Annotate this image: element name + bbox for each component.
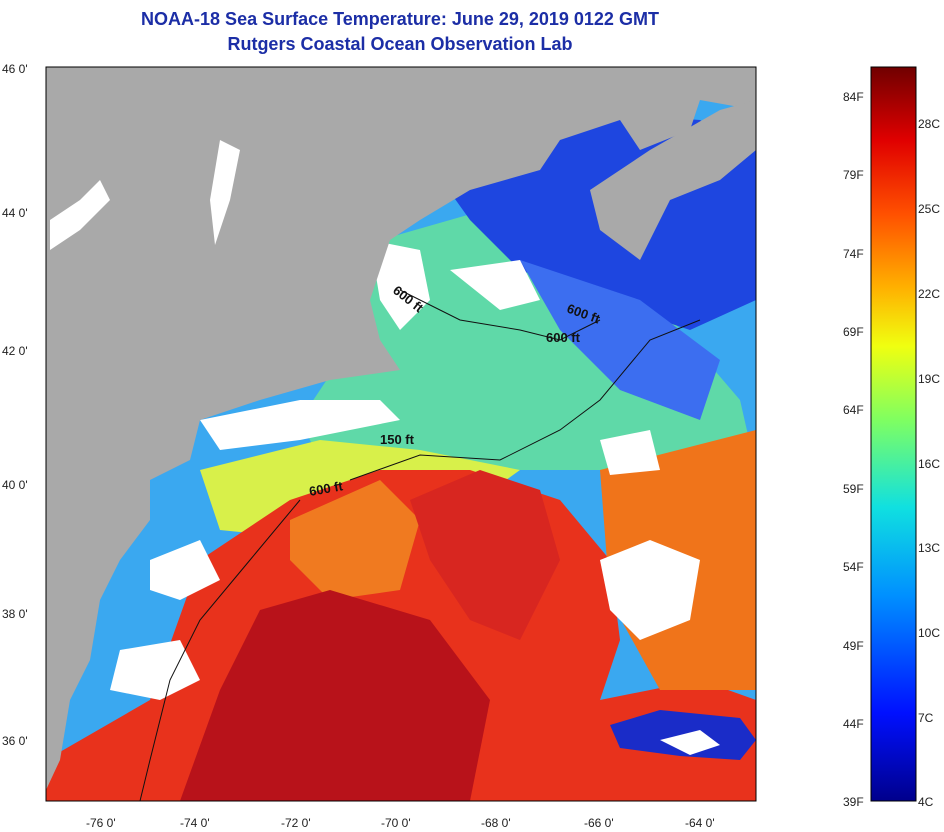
lon-tick-label: -66 0' xyxy=(584,816,614,830)
cloud-patch xyxy=(150,540,220,600)
lat-tick-label: 44 0' xyxy=(2,206,28,220)
land-nova-scotia xyxy=(590,100,756,260)
fahrenheit-label: 74F xyxy=(843,247,864,261)
hot-water-core xyxy=(180,590,490,801)
fahrenheit-label: 79F xyxy=(843,168,864,182)
lat-tick-label: 46 0' xyxy=(2,62,28,76)
cloud-patch xyxy=(600,430,660,475)
lon-tick-label: -64 0' xyxy=(685,816,715,830)
cloud-over-land xyxy=(210,140,240,245)
isobath-600ft-north xyxy=(399,289,601,341)
lon-tick-label: -76 0' xyxy=(86,816,116,830)
cloud-patch xyxy=(110,640,200,700)
celsius-label: 28C xyxy=(918,117,940,131)
fahrenheit-label: 59F xyxy=(843,482,864,496)
land-area xyxy=(46,67,756,790)
warm-eddy xyxy=(410,470,560,640)
fahrenheit-label: 84F xyxy=(843,90,864,104)
celsius-label: 7C xyxy=(918,711,934,725)
lon-axis: -76 0' -74 0' -72 0' -70 0' -68 0' -66 0… xyxy=(86,816,715,830)
cloud-patch xyxy=(370,240,430,330)
celsius-label: 4C xyxy=(918,795,934,809)
celsius-label: 25C xyxy=(918,202,940,216)
map-frame xyxy=(45,66,757,802)
map-subtitle: Rutgers Coastal Ocean Observation Lab xyxy=(227,34,573,54)
lat-tick-label: 42 0' xyxy=(2,344,28,358)
fahrenheit-label: 54F xyxy=(843,560,864,574)
fahrenheit-label: 44F xyxy=(843,717,864,731)
lat-tick-label: 38 0' xyxy=(2,607,28,621)
lat-tick-label: 36 0' xyxy=(2,734,28,748)
cloud-patch xyxy=(660,730,720,755)
lat-axis: 46 0' 44 0' 42 0' 40 0' 38 0' 36 0' xyxy=(2,62,28,748)
isobath-600ft xyxy=(349,319,701,481)
cloud-patch xyxy=(200,400,400,450)
isobath-150ft xyxy=(139,499,301,801)
cloud-over-land xyxy=(50,180,110,250)
lon-tick-label: -72 0' xyxy=(281,816,311,830)
contour-label: 150 ft xyxy=(380,432,415,447)
celsius-label: 19C xyxy=(918,372,940,386)
fahrenheit-label: 69F xyxy=(843,325,864,339)
celsius-label: 16C xyxy=(918,457,940,471)
warm-water-orange xyxy=(290,480,420,600)
celsius-label: 10C xyxy=(918,626,940,640)
celsius-label: 13C xyxy=(918,541,940,555)
map-title: NOAA-18 Sea Surface Temperature: June 29… xyxy=(141,9,659,29)
lat-tick-label: 40 0' xyxy=(2,478,28,492)
fahrenheit-label: 39F xyxy=(843,795,864,809)
cloud-patch xyxy=(600,540,700,640)
fahrenheit-label: 64F xyxy=(843,403,864,417)
color-scale-bar xyxy=(870,66,917,802)
celsius-label: 22C xyxy=(918,287,940,301)
contour-label: 600 ft xyxy=(308,478,345,499)
lon-tick-label: -68 0' xyxy=(481,816,511,830)
lon-tick-label: -70 0' xyxy=(381,816,411,830)
lon-tick-label: -74 0' xyxy=(180,816,210,830)
fahrenheit-label: 49F xyxy=(843,639,864,653)
cloud-patch xyxy=(450,260,540,310)
cold-water-gulf xyxy=(520,260,720,420)
color-scale: 84F 79F 74F 69F 64F 59F 54F 49F 44F 39F … xyxy=(843,66,940,809)
contour-label: 600 ft xyxy=(546,330,581,345)
